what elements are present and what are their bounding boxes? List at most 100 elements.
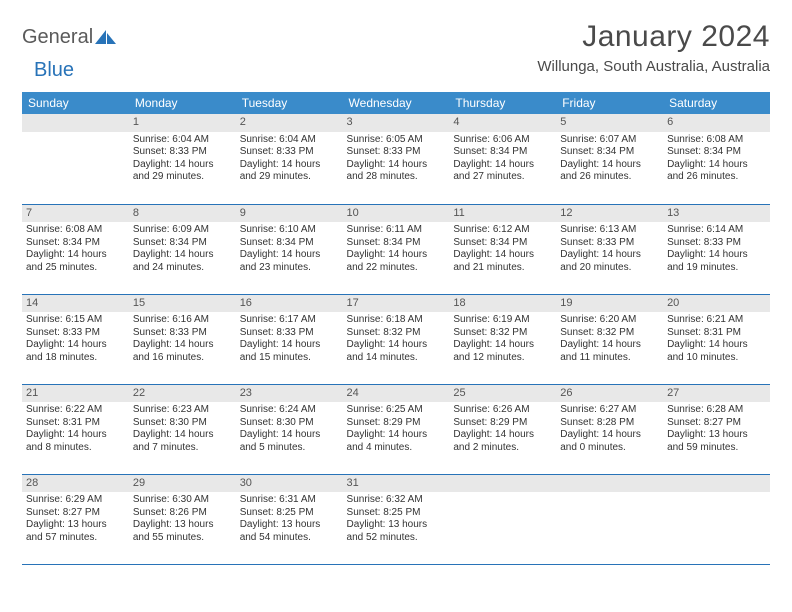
day-body: Sunrise: 6:06 AMSunset: 8:34 PMDaylight:…	[449, 132, 556, 188]
day-dl2: and 28 minutes.	[347, 171, 446, 184]
day-ss: Sunset: 8:25 PM	[240, 507, 339, 520]
day-ss: Sunset: 8:28 PM	[560, 417, 659, 430]
day-cell: 23Sunrise: 6:24 AMSunset: 8:30 PMDayligh…	[236, 384, 343, 474]
day-dl1: Daylight: 13 hours	[133, 519, 232, 532]
day-number: 22	[129, 385, 236, 403]
day-dl2: and 20 minutes.	[560, 262, 659, 275]
day-number: 13	[663, 205, 770, 223]
day-ss: Sunset: 8:33 PM	[240, 146, 339, 159]
weekday-header: Friday	[556, 92, 663, 114]
day-dl1: Daylight: 14 hours	[347, 429, 446, 442]
day-sr: Sunrise: 6:13 AM	[560, 224, 659, 237]
day-body: Sunrise: 6:31 AMSunset: 8:25 PMDaylight:…	[236, 492, 343, 548]
day-body: Sunrise: 6:04 AMSunset: 8:33 PMDaylight:…	[129, 132, 236, 188]
day-body: Sunrise: 6:11 AMSunset: 8:34 PMDaylight:…	[343, 222, 450, 278]
day-dl2: and 12 minutes.	[453, 352, 552, 365]
week-row: 14Sunrise: 6:15 AMSunset: 8:33 PMDayligh…	[22, 294, 770, 384]
week-row: 1Sunrise: 6:04 AMSunset: 8:33 PMDaylight…	[22, 114, 770, 204]
day-number: 18	[449, 295, 556, 313]
day-dl2: and 27 minutes.	[453, 171, 552, 184]
day-dl2: and 22 minutes.	[347, 262, 446, 275]
day-body: Sunrise: 6:22 AMSunset: 8:31 PMDaylight:…	[22, 402, 129, 458]
day-dl1: Daylight: 14 hours	[453, 339, 552, 352]
day-sr: Sunrise: 6:25 AM	[347, 404, 446, 417]
brand-part1: General	[22, 26, 93, 49]
day-sr: Sunrise: 6:08 AM	[667, 134, 766, 147]
month-title: January 2024	[537, 20, 770, 54]
day-sr: Sunrise: 6:06 AM	[453, 134, 552, 147]
logo-sail-icon	[95, 30, 117, 46]
day-ss: Sunset: 8:33 PM	[133, 327, 232, 340]
day-number: 2	[236, 114, 343, 132]
day-body: Sunrise: 6:17 AMSunset: 8:33 PMDaylight:…	[236, 312, 343, 368]
day-number: 9	[236, 205, 343, 223]
day-cell: 27Sunrise: 6:28 AMSunset: 8:27 PMDayligh…	[663, 384, 770, 474]
day-dl1: Daylight: 14 hours	[560, 249, 659, 262]
day-sr: Sunrise: 6:11 AM	[347, 224, 446, 237]
day-number: 28	[22, 475, 129, 493]
day-ss: Sunset: 8:34 PM	[453, 237, 552, 250]
day-dl2: and 8 minutes.	[26, 442, 125, 455]
day-sr: Sunrise: 6:28 AM	[667, 404, 766, 417]
day-number: 6	[663, 114, 770, 132]
day-ss: Sunset: 8:30 PM	[240, 417, 339, 430]
day-dl2: and 52 minutes.	[347, 532, 446, 545]
day-number: 31	[343, 475, 450, 493]
day-sr: Sunrise: 6:26 AM	[453, 404, 552, 417]
weekday-header: Monday	[129, 92, 236, 114]
day-number-empty	[556, 475, 663, 493]
day-number: 20	[663, 295, 770, 313]
day-cell	[449, 474, 556, 564]
day-ss: Sunset: 8:33 PM	[347, 146, 446, 159]
day-sr: Sunrise: 6:29 AM	[26, 494, 125, 507]
day-ss: Sunset: 8:31 PM	[26, 417, 125, 430]
weekday-header: Thursday	[449, 92, 556, 114]
day-ss: Sunset: 8:34 PM	[133, 237, 232, 250]
day-ss: Sunset: 8:32 PM	[560, 327, 659, 340]
location: Willunga, South Australia, Australia	[537, 58, 770, 75]
day-sr: Sunrise: 6:09 AM	[133, 224, 232, 237]
day-body: Sunrise: 6:08 AMSunset: 8:34 PMDaylight:…	[663, 132, 770, 188]
day-dl1: Daylight: 14 hours	[347, 339, 446, 352]
day-dl1: Daylight: 14 hours	[667, 339, 766, 352]
day-dl2: and 26 minutes.	[560, 171, 659, 184]
day-sr: Sunrise: 6:17 AM	[240, 314, 339, 327]
day-sr: Sunrise: 6:27 AM	[560, 404, 659, 417]
day-body: Sunrise: 6:32 AMSunset: 8:25 PMDaylight:…	[343, 492, 450, 548]
day-ss: Sunset: 8:29 PM	[453, 417, 552, 430]
day-cell: 1Sunrise: 6:04 AMSunset: 8:33 PMDaylight…	[129, 114, 236, 204]
calendar-table: SundayMondayTuesdayWednesdayThursdayFrid…	[22, 92, 770, 565]
day-ss: Sunset: 8:31 PM	[667, 327, 766, 340]
day-body: Sunrise: 6:13 AMSunset: 8:33 PMDaylight:…	[556, 222, 663, 278]
day-dl2: and 19 minutes.	[667, 262, 766, 275]
day-ss: Sunset: 8:32 PM	[347, 327, 446, 340]
day-dl1: Daylight: 14 hours	[453, 249, 552, 262]
day-cell: 25Sunrise: 6:26 AMSunset: 8:29 PMDayligh…	[449, 384, 556, 474]
day-dl2: and 14 minutes.	[347, 352, 446, 365]
day-ss: Sunset: 8:33 PM	[560, 237, 659, 250]
day-sr: Sunrise: 6:05 AM	[347, 134, 446, 147]
day-number: 26	[556, 385, 663, 403]
day-number: 17	[343, 295, 450, 313]
day-sr: Sunrise: 6:24 AM	[240, 404, 339, 417]
day-cell: 2Sunrise: 6:04 AMSunset: 8:33 PMDaylight…	[236, 114, 343, 204]
day-sr: Sunrise: 6:14 AM	[667, 224, 766, 237]
day-ss: Sunset: 8:34 PM	[347, 237, 446, 250]
day-sr: Sunrise: 6:04 AM	[133, 134, 232, 147]
day-number: 1	[129, 114, 236, 132]
day-cell: 9Sunrise: 6:10 AMSunset: 8:34 PMDaylight…	[236, 204, 343, 294]
weekday-header: Sunday	[22, 92, 129, 114]
day-sr: Sunrise: 6:18 AM	[347, 314, 446, 327]
day-number: 11	[449, 205, 556, 223]
day-body: Sunrise: 6:15 AMSunset: 8:33 PMDaylight:…	[22, 312, 129, 368]
weekday-header-row: SundayMondayTuesdayWednesdayThursdayFrid…	[22, 92, 770, 114]
day-dl1: Daylight: 14 hours	[347, 159, 446, 172]
day-sr: Sunrise: 6:04 AM	[240, 134, 339, 147]
day-number: 4	[449, 114, 556, 132]
day-dl2: and 29 minutes.	[240, 171, 339, 184]
day-ss: Sunset: 8:30 PM	[133, 417, 232, 430]
day-dl1: Daylight: 14 hours	[133, 249, 232, 262]
day-body: Sunrise: 6:25 AMSunset: 8:29 PMDaylight:…	[343, 402, 450, 458]
day-body: Sunrise: 6:20 AMSunset: 8:32 PMDaylight:…	[556, 312, 663, 368]
day-sr: Sunrise: 6:32 AM	[347, 494, 446, 507]
